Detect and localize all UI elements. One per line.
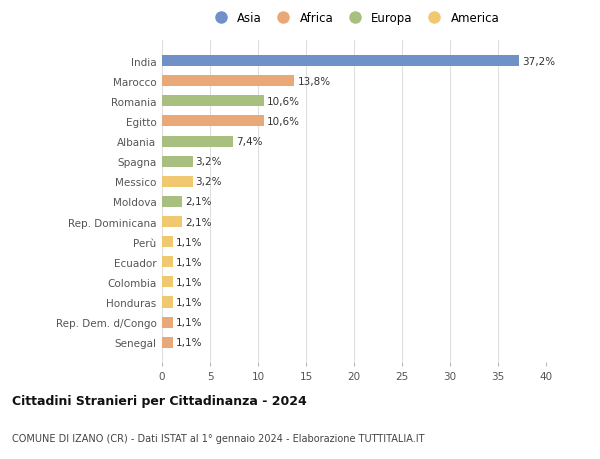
Text: Cittadini Stranieri per Cittadinanza - 2024: Cittadini Stranieri per Cittadinanza - 2… <box>12 394 307 407</box>
Text: 10,6%: 10,6% <box>266 117 299 127</box>
Bar <box>162 217 182 228</box>
Bar <box>162 277 173 288</box>
Text: 1,1%: 1,1% <box>175 277 202 287</box>
Bar <box>162 96 264 107</box>
Text: 3,2%: 3,2% <box>196 177 222 187</box>
Bar <box>162 156 193 168</box>
Text: 2,1%: 2,1% <box>185 217 212 227</box>
Text: 37,2%: 37,2% <box>522 56 555 67</box>
Bar <box>162 176 193 187</box>
Bar <box>162 136 233 147</box>
Text: 1,1%: 1,1% <box>175 337 202 347</box>
Text: 7,4%: 7,4% <box>236 137 262 147</box>
Bar <box>162 116 264 127</box>
Bar <box>162 297 173 308</box>
Bar <box>162 76 295 87</box>
Text: 2,1%: 2,1% <box>185 197 212 207</box>
Text: 1,1%: 1,1% <box>175 297 202 308</box>
Bar <box>162 317 173 328</box>
Bar <box>162 337 173 348</box>
Bar <box>162 257 173 268</box>
Text: 1,1%: 1,1% <box>175 257 202 267</box>
Bar <box>162 56 519 67</box>
Text: 1,1%: 1,1% <box>175 237 202 247</box>
Text: 1,1%: 1,1% <box>175 318 202 327</box>
Text: 10,6%: 10,6% <box>266 96 299 106</box>
Text: COMUNE DI IZANO (CR) - Dati ISTAT al 1° gennaio 2024 - Elaborazione TUTTITALIA.I: COMUNE DI IZANO (CR) - Dati ISTAT al 1° … <box>12 433 425 442</box>
Legend: Asia, Africa, Europa, America: Asia, Africa, Europa, America <box>209 12 499 25</box>
Text: 3,2%: 3,2% <box>196 157 222 167</box>
Bar <box>162 196 182 207</box>
Text: 13,8%: 13,8% <box>298 77 331 86</box>
Bar <box>162 236 173 248</box>
